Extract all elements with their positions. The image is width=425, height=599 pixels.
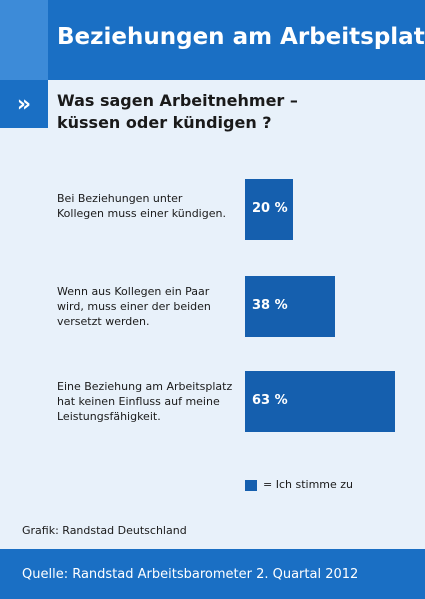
chart-panel xyxy=(0,80,425,549)
graphic-credit: Grafik: Randstad Deutschland xyxy=(22,524,187,537)
bar-value-label: 38 % xyxy=(252,298,288,313)
bar xyxy=(245,371,395,432)
chart-question: Was sagen Arbeitnehmer – küssen oder kün… xyxy=(57,90,357,134)
category-label: Bei Beziehungen unter Kollegen muss einer… xyxy=(57,191,237,221)
legend-swatch xyxy=(245,480,257,491)
category-label-line: hat keinen Einfluss auf meine xyxy=(57,395,220,408)
category-label-line: Bei Beziehungen unter xyxy=(57,192,183,205)
bar xyxy=(245,179,293,240)
bar xyxy=(245,276,335,337)
category-label-line: wird, muss einer der beiden xyxy=(57,300,211,313)
page-title: Beziehungen am Arbeitsplatz xyxy=(57,24,425,50)
legend-label: = Ich stimme zu xyxy=(263,478,354,491)
header-accent-block xyxy=(0,0,48,80)
category-label: Eine Beziehung am Arbeitsplatz hat keinen… xyxy=(57,379,237,424)
category-label: Wenn aus Kollegen ein Paar wird, muss ein… xyxy=(57,284,237,329)
category-label-line: Eine Beziehung am Arbeitsplatz xyxy=(57,380,233,393)
double-chevron-icon: » xyxy=(0,80,48,128)
header-banner xyxy=(0,0,425,80)
bar-value-label: 20 % xyxy=(252,201,288,216)
bar-value-label: 63 % xyxy=(252,393,288,408)
category-label-line: Kollegen muss einer kündigen. xyxy=(57,207,226,220)
source-note: Quelle: Randstad Arbeitsbarometer 2. Qua… xyxy=(22,567,359,582)
category-label-line: Wenn aus Kollegen ein Paar xyxy=(57,285,210,298)
question-line-1: Was sagen Arbeitnehmer – xyxy=(57,91,298,110)
question-line-2: küssen oder kündigen ? xyxy=(57,113,272,132)
category-label-line: Leistungsfähigkeit. xyxy=(57,410,161,423)
footer-banner xyxy=(0,549,425,599)
category-label-line: versetzt werden. xyxy=(57,315,150,328)
